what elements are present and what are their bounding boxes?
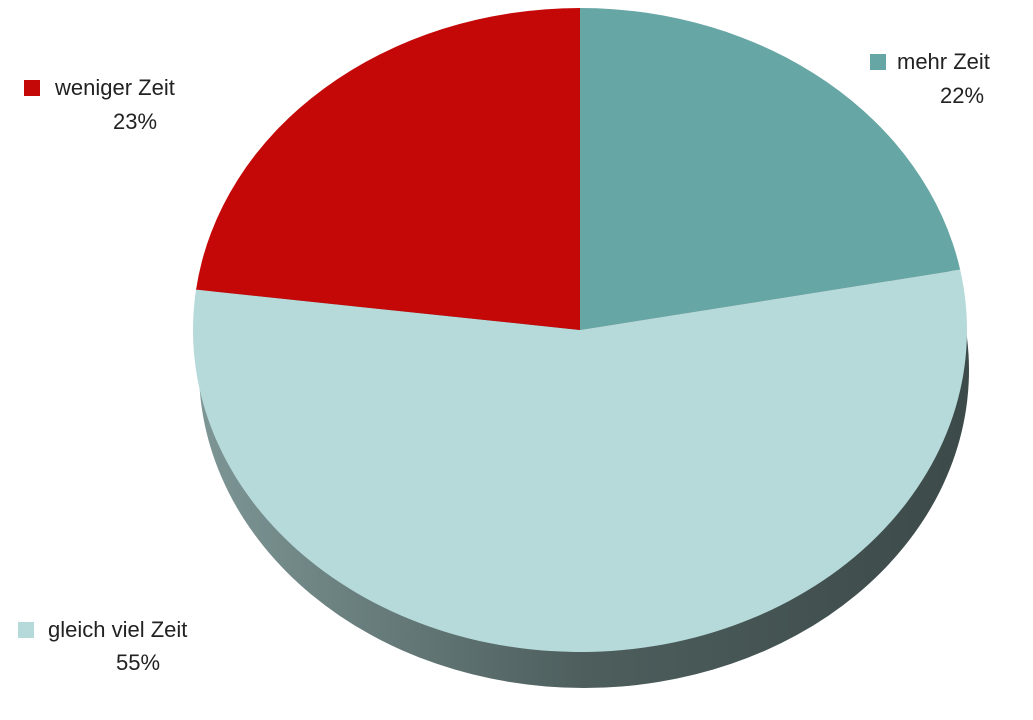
slice-label: gleich viel Zeit: [48, 617, 187, 642]
slice-value-label: 22%: [940, 83, 984, 108]
legend-marker: [870, 54, 886, 70]
slice-value-label: 23%: [113, 109, 157, 134]
slice-label: mehr Zeit: [897, 49, 990, 74]
pie-slice: [193, 269, 967, 652]
pie-slice: [196, 8, 580, 330]
pie-slice: [580, 8, 961, 330]
slice-value-label: 55%: [116, 650, 160, 675]
legend-marker: [18, 622, 34, 638]
slice-label: weniger Zeit: [54, 75, 175, 100]
legend-marker: [24, 80, 40, 96]
